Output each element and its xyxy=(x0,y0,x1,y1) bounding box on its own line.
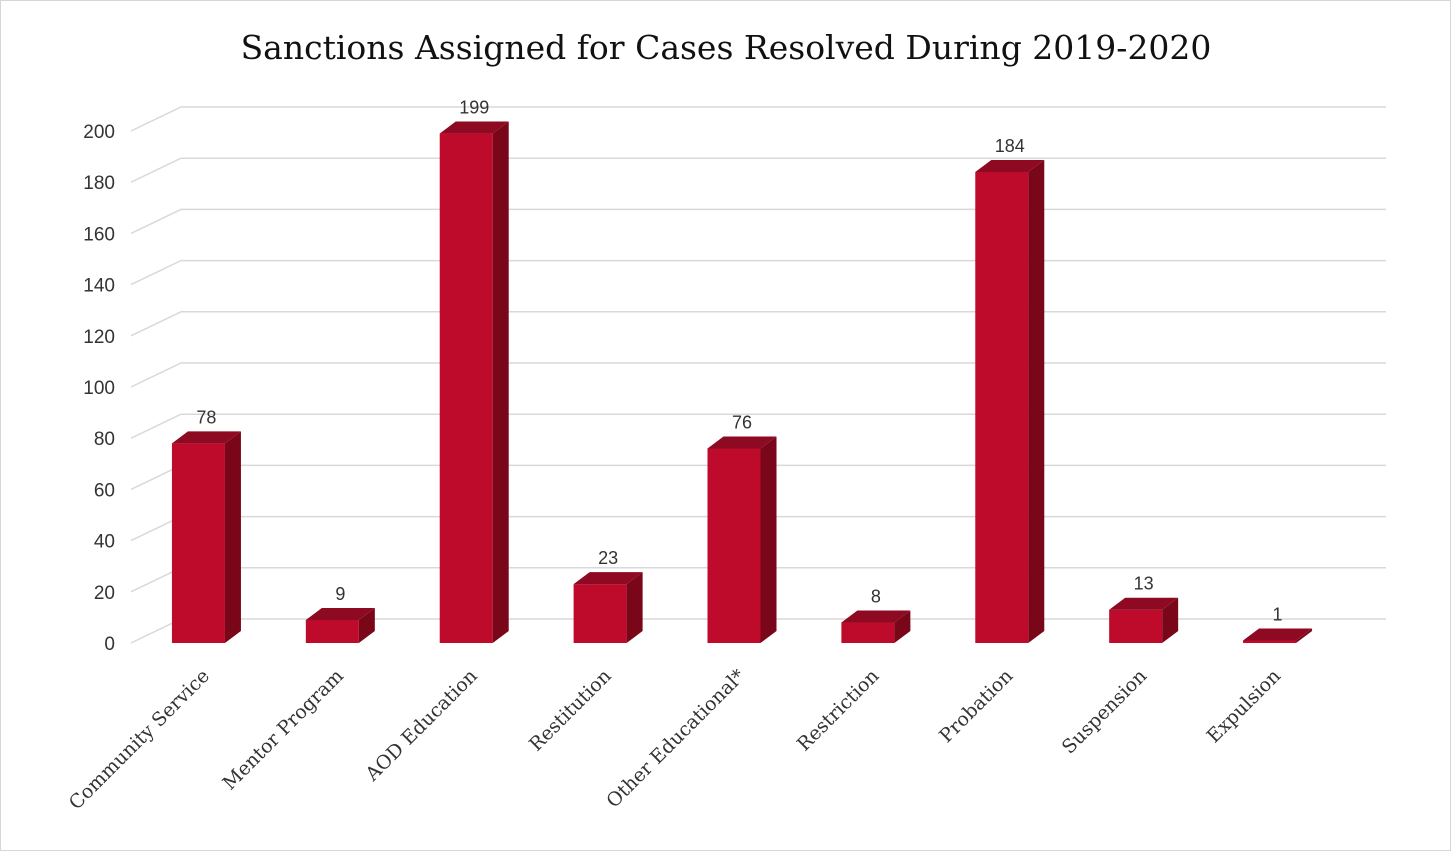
gridline xyxy=(130,106,1386,132)
bar xyxy=(439,121,509,643)
x-tick-label: Probation xyxy=(935,665,1017,747)
bar xyxy=(975,159,1045,643)
bar xyxy=(305,607,375,643)
bar-side xyxy=(894,610,911,643)
data-label: 23 xyxy=(598,548,618,568)
bar xyxy=(1243,628,1313,643)
data-labels: 78 9 199 23 76 8 184 13 1 xyxy=(196,98,1282,625)
y-tick-label: 100 xyxy=(83,378,115,399)
bar-front xyxy=(707,448,761,643)
bar xyxy=(707,436,777,643)
bar-top xyxy=(305,607,375,620)
bar xyxy=(841,610,911,643)
bar-top xyxy=(707,436,777,449)
gridline xyxy=(130,259,1386,286)
bar-top xyxy=(1243,628,1313,641)
x-tick-label: Mentor Program xyxy=(218,665,347,794)
bar-side xyxy=(492,121,509,643)
y-tick-label: 40 xyxy=(94,532,115,553)
bar-top xyxy=(439,121,509,134)
y-tick-label: 200 xyxy=(83,122,115,143)
y-tick-label: 140 xyxy=(83,276,115,297)
gridline xyxy=(130,362,1386,388)
bar-front xyxy=(573,584,627,643)
y-tick-label: 120 xyxy=(83,327,115,348)
bar-front xyxy=(841,622,895,643)
bar-top xyxy=(171,431,241,444)
y-tick-label: 80 xyxy=(94,429,115,450)
bar-front xyxy=(1243,640,1297,643)
bar-side xyxy=(760,436,777,643)
data-label: 199 xyxy=(459,98,489,118)
bar-front xyxy=(1109,609,1163,643)
x-tick-label: Community Service xyxy=(65,665,214,814)
data-label: 78 xyxy=(196,407,216,427)
y-tick-label: 160 xyxy=(83,224,115,245)
bar-front xyxy=(975,171,1029,643)
gridline xyxy=(130,311,1386,337)
data-label: 8 xyxy=(871,587,881,607)
bar xyxy=(573,572,643,643)
bar-side xyxy=(358,607,375,643)
x-tick-label: AOD Education xyxy=(361,665,482,786)
bar-top xyxy=(573,572,643,585)
bar xyxy=(1109,597,1179,643)
data-label: 76 xyxy=(732,412,752,432)
data-label: 9 xyxy=(335,584,345,604)
bar-top xyxy=(841,610,911,623)
y-axis-ticks: 0 20 40 60 80 100 120 140 160 180 200 xyxy=(83,122,115,655)
data-label: 184 xyxy=(995,136,1025,156)
gridlines xyxy=(130,106,1386,644)
chart-title: Sanctions Assigned for Cases Resolved Du… xyxy=(241,28,1212,67)
x-tick-label: Restriction xyxy=(793,665,884,756)
data-label: 13 xyxy=(1134,574,1154,594)
bar xyxy=(171,431,241,643)
x-tick-label: Other Educational* xyxy=(602,665,750,813)
bar-front xyxy=(305,619,359,643)
bar-side xyxy=(626,572,643,643)
x-tick-label: Restitution xyxy=(525,665,616,756)
gridline xyxy=(130,208,1386,235)
bar-front xyxy=(171,443,225,643)
bar-top xyxy=(975,159,1045,172)
bar-side xyxy=(1296,628,1313,643)
y-tick-label: 60 xyxy=(94,480,115,501)
gridline xyxy=(130,413,1386,439)
bar-front xyxy=(439,133,493,643)
y-tick-label: 180 xyxy=(83,173,115,194)
bar-side xyxy=(224,431,241,643)
y-tick-label: 20 xyxy=(94,583,115,604)
bar-side xyxy=(1028,159,1045,643)
bars xyxy=(171,121,1313,643)
bar-top xyxy=(1109,597,1179,610)
bar-side xyxy=(1162,597,1179,643)
gridline xyxy=(130,157,1386,183)
y-tick-label: 0 xyxy=(104,634,115,655)
x-tick-label: Suspension xyxy=(1058,665,1151,758)
data-label: 1 xyxy=(1273,604,1283,624)
x-axis-labels: Community Service Mentor Program AOD Educa… xyxy=(65,665,1285,815)
x-tick-label: Expulsion xyxy=(1203,665,1285,747)
